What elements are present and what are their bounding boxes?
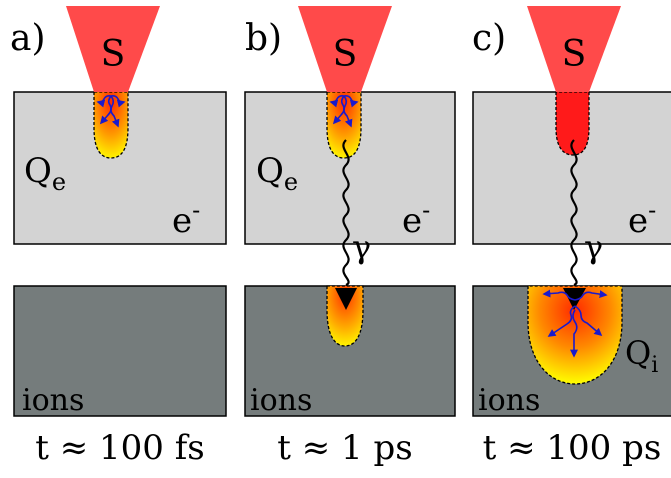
time-label: t ≈ 100 fs — [35, 428, 205, 468]
hot-electron-region — [326, 91, 362, 159]
tip-s — [66, 6, 160, 92]
scatter-arrow — [110, 95, 126, 108]
electron-label: e- — [628, 196, 656, 241]
panel-label: c) — [472, 18, 506, 59]
photon-arrowhead — [563, 288, 586, 310]
scatter-arrow — [99, 95, 112, 125]
scatter-arrow — [343, 95, 353, 128]
scatter-arrow — [570, 309, 578, 358]
panel-b: b) S γ Qe e- ions t ≈ 1 ps — [244, 6, 456, 468]
photon-label: γ — [352, 228, 371, 266]
scatter-arrow — [110, 95, 120, 128]
ions-label: ions — [22, 383, 84, 418]
electron-label: e- — [172, 196, 200, 241]
ion-block — [13, 285, 227, 417]
tip-label: S — [333, 34, 358, 75]
electron-label: e- — [402, 196, 430, 241]
time-label: t ≈ 100 ps — [483, 428, 662, 468]
panel-label: a) — [10, 18, 46, 59]
scatter-arrow — [96, 95, 112, 108]
photon-label: γ — [584, 228, 603, 266]
scatter-arrows — [329, 95, 359, 128]
panel-a: a) S Qe e- ions t ≈ 100 fs — [10, 6, 227, 468]
scatter-arrow — [542, 289, 576, 301]
hot-electron-region — [93, 91, 129, 159]
cooled-electron-region — [555, 91, 590, 156]
scatter-arrows — [96, 95, 126, 128]
tip-label: S — [101, 34, 126, 75]
panel-c: c) S γ e- Qi ions t ≈ 100 ps — [472, 6, 671, 468]
hot-ion-region — [527, 285, 623, 385]
photon-arrowhead — [335, 288, 357, 310]
photon-wave — [342, 139, 350, 287]
panel-label: b) — [245, 18, 282, 59]
scatter-arrow — [574, 290, 608, 301]
photon-wave — [570, 139, 578, 287]
ions-label: ions — [250, 383, 312, 418]
tip-s — [527, 6, 621, 92]
scatter-arrows — [542, 289, 608, 358]
energy-label: Qe — [24, 151, 66, 196]
hot-ion-region — [326, 285, 364, 347]
tip-s — [298, 6, 392, 92]
scatter-arrow — [574, 305, 603, 337]
scatter-arrow — [329, 95, 345, 108]
time-label: t ≈ 1 ps — [277, 428, 412, 468]
scatter-arrow — [332, 95, 345, 125]
scatter-arrow — [343, 95, 359, 108]
energy-label: Qe — [256, 151, 298, 196]
tip-label: S — [562, 34, 587, 75]
ions-energy-label: Qi — [625, 334, 658, 378]
scatter-arrow — [547, 305, 576, 337]
ions-label: ions — [478, 383, 540, 418]
